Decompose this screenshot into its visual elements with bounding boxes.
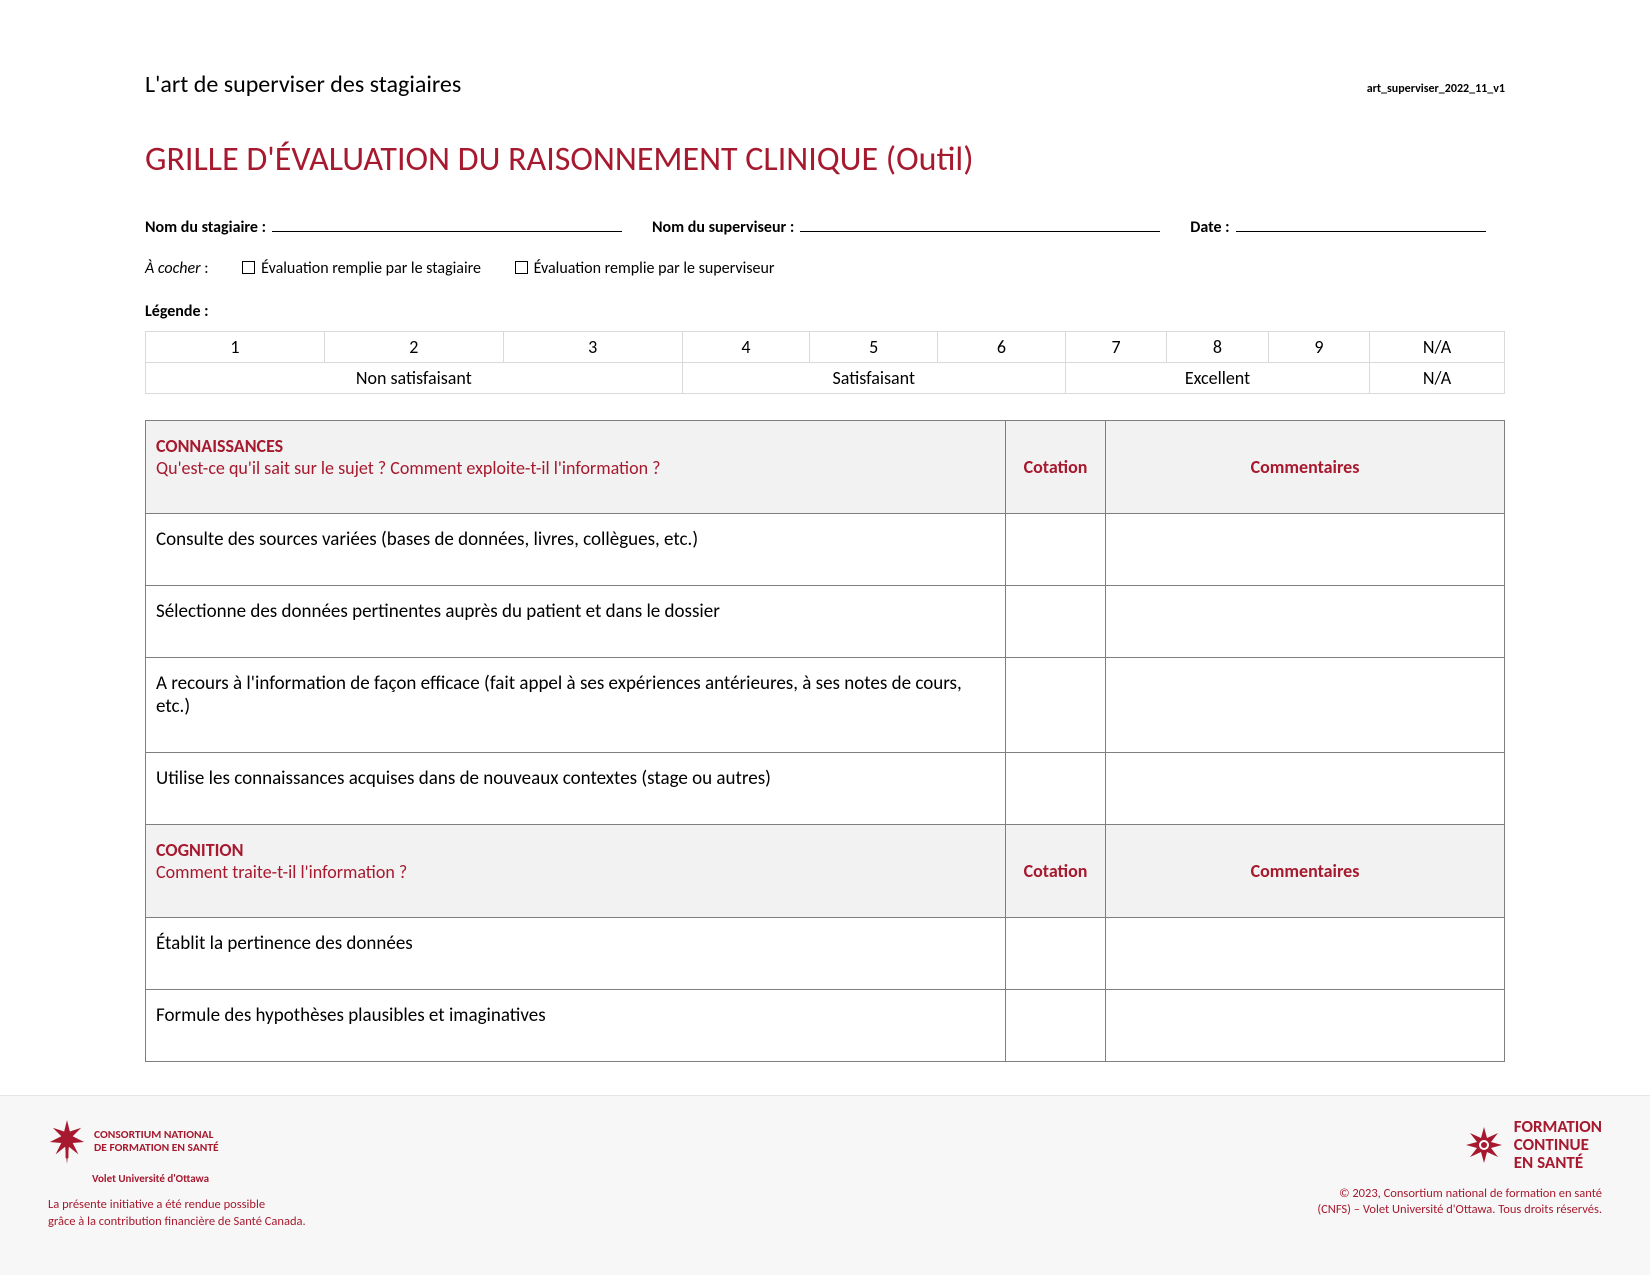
label-date: Date :: [1190, 218, 1229, 237]
legend-num: 4: [682, 332, 810, 363]
legend-num: 6: [938, 332, 1066, 363]
section-title-cell: CONNAISSANCESQu'est-ce qu'il sait sur le…: [146, 421, 1006, 514]
input-superviseur[interactable]: [800, 216, 1160, 232]
footer-disclaimer-2: grâce à la contribution financière de Sa…: [48, 1214, 306, 1231]
criteria-text: A recours à l'information de façon effic…: [146, 658, 1006, 753]
commentaires-cell[interactable]: [1106, 753, 1505, 825]
legend-num: 1: [146, 332, 325, 363]
legend-label: Légende :: [145, 302, 1505, 321]
cotation-cell[interactable]: [1006, 753, 1106, 825]
commentaires-header: Commentaires: [1106, 825, 1505, 918]
eval-table: CONNAISSANCESQu'est-ce qu'il sait sur le…: [145, 420, 1505, 1062]
footer-copy1: © 2023, Consortium national de formation…: [1317, 1186, 1602, 1203]
cnfs-logo-icon: [48, 1118, 86, 1166]
page-footer: CONSORTIUM NATIONAL DE FORMATION EN SANT…: [0, 1095, 1650, 1275]
cotation-cell[interactable]: [1006, 658, 1106, 753]
legend-group: N/A: [1370, 363, 1505, 394]
section-title-cell: COGNITIONComment traite-t-il l'informati…: [146, 825, 1006, 918]
commentaires-header: Commentaires: [1106, 421, 1505, 514]
cotation-header: Cotation: [1006, 825, 1106, 918]
commentaires-cell[interactable]: [1106, 990, 1505, 1062]
criteria-row: Formule des hypothèses plausibles et ima…: [146, 990, 1505, 1062]
legend-group: Non satisfaisant: [146, 363, 683, 394]
footer-org2: DE FORMATION EN SANTÉ: [94, 1142, 219, 1155]
section-header: COGNITIONComment traite-t-il l'informati…: [146, 825, 1505, 918]
legend-table: 123456789N/A Non satisfaisantSatisfaisan…: [145, 331, 1505, 394]
criteria-text: Formule des hypothèses plausibles et ima…: [146, 990, 1006, 1062]
commentaires-cell[interactable]: [1106, 586, 1505, 658]
footer-disclaimer-1: La présente initiative a été rendue poss…: [48, 1197, 306, 1214]
criteria-text: Établit la pertinence des données: [146, 918, 1006, 990]
label-superviseur: Nom du superviseur :: [652, 218, 794, 237]
criteria-row: A recours à l'information de façon effic…: [146, 658, 1505, 753]
label-stagiaire: Nom du stagiaire :: [145, 218, 266, 237]
legend-num: 7: [1065, 332, 1166, 363]
check-row: À cocher : Évaluation remplie par le sta…: [145, 259, 1505, 278]
footer-volet: Volet Université d'Ottawa: [92, 1172, 306, 1185]
field-superviseur: Nom du superviseur :: [652, 216, 1160, 237]
cotation-header: Cotation: [1006, 421, 1106, 514]
criteria-row: Sélectionne des données pertinentes aupr…: [146, 586, 1505, 658]
legend-group: Excellent: [1065, 363, 1369, 394]
cotation-cell[interactable]: [1006, 990, 1106, 1062]
criteria-text: Utilise les connaissances acquises dans …: [146, 753, 1006, 825]
fcs-logo-icon: [1464, 1125, 1504, 1165]
legend-num: 2: [324, 332, 503, 363]
criteria-row: Établit la pertinence des données: [146, 918, 1505, 990]
legend-num: 8: [1167, 332, 1268, 363]
criteria-text: Sélectionne des données pertinentes aupr…: [146, 586, 1006, 658]
legend-group: Satisfaisant: [682, 363, 1065, 394]
criteria-text: Consulte des sources variées (bases de d…: [146, 514, 1006, 586]
form-row: Nom du stagiaire : Nom du superviseur : …: [145, 216, 1505, 237]
footer-copy2: (CNFS) – Volet Université d'Ottawa. Tous…: [1317, 1202, 1602, 1219]
legend-num: 3: [503, 332, 682, 363]
header-left: L'art de superviser des stagiaires: [145, 70, 461, 99]
commentaires-cell[interactable]: [1106, 514, 1505, 586]
section-header: CONNAISSANCESQu'est-ce qu'il sait sur le…: [146, 421, 1505, 514]
input-stagiaire[interactable]: [272, 216, 622, 232]
commentaires-cell[interactable]: [1106, 918, 1505, 990]
legend-num: N/A: [1370, 332, 1505, 363]
footer-disclaimer: La présente initiative a été rendue poss…: [48, 1197, 306, 1231]
check-lead: À cocher: [145, 259, 201, 278]
cotation-cell[interactable]: [1006, 586, 1106, 658]
header-version: art_superviser_2022_11_v1: [1367, 82, 1505, 96]
checkbox-stagiaire[interactable]: [242, 261, 255, 274]
footer-brand3: EN SANTÉ: [1514, 1154, 1602, 1172]
footer-right: FORMATION CONTINUE EN SANTÉ © 2023, Cons…: [1317, 1118, 1602, 1275]
checkbox-superviseur[interactable]: [515, 261, 528, 274]
page-title: GRILLE D'ÉVALUATION DU RAISONNEMENT CLIN…: [145, 139, 1505, 180]
footer-left: CONSORTIUM NATIONAL DE FORMATION EN SANT…: [48, 1118, 306, 1275]
cotation-cell[interactable]: [1006, 514, 1106, 586]
legend-num: 5: [810, 332, 938, 363]
footer-copy: © 2023, Consortium national de formation…: [1317, 1186, 1602, 1220]
check-opt1: Évaluation remplie par le stagiaire: [261, 259, 481, 278]
criteria-row: Consulte des sources variées (bases de d…: [146, 514, 1505, 586]
legend-num: 9: [1268, 332, 1369, 363]
input-date[interactable]: [1236, 216, 1486, 232]
field-stagiaire: Nom du stagiaire :: [145, 216, 622, 237]
cotation-cell[interactable]: [1006, 918, 1106, 990]
field-date: Date :: [1190, 216, 1485, 237]
check-opt2: Évaluation remplie par le superviseur: [534, 259, 775, 278]
commentaires-cell[interactable]: [1106, 658, 1505, 753]
footer-brand2: CONTINUE: [1514, 1136, 1602, 1154]
check-colon: :: [201, 259, 209, 278]
page-header: L'art de superviser des stagiaires art_s…: [145, 70, 1505, 99]
criteria-row: Utilise les connaissances acquises dans …: [146, 753, 1505, 825]
